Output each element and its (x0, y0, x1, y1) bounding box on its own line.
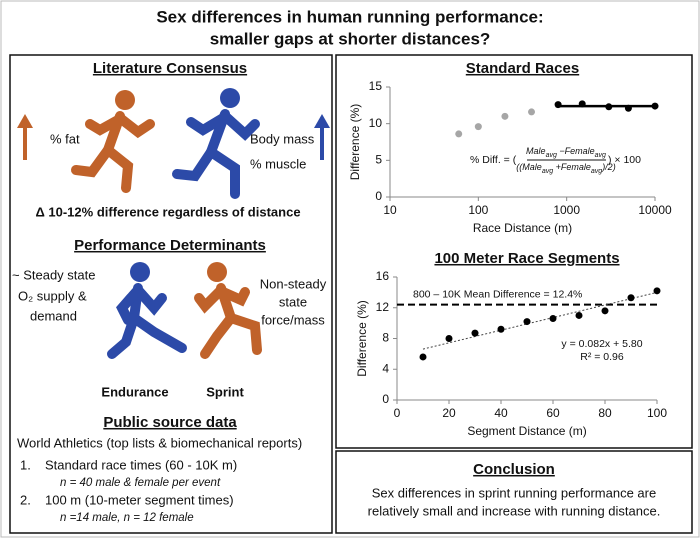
y-axis-label: Difference (%) (348, 104, 362, 180)
y-axis-label: Difference (%) (355, 300, 369, 376)
x-tick-label: 10 (383, 203, 397, 217)
chart-title: Standard Races (466, 60, 579, 77)
trend-r2: R² = 0.96 (580, 351, 624, 363)
point (651, 102, 659, 110)
muscle-arrow (314, 114, 330, 160)
list-note: n = 40 male & female per event (60, 477, 221, 489)
text: Sex differences in sprint running perfor… (372, 485, 656, 500)
formula-part: Male (526, 146, 546, 156)
formula-part: avg (546, 152, 557, 159)
list-number: 1. (20, 457, 31, 472)
runner-icon (194, 262, 262, 359)
reference-label: 800 – 10K Mean Difference = 12.4% (413, 288, 582, 300)
point (501, 112, 509, 120)
fat-arrow (17, 114, 33, 160)
list-note: n =14 male, n = 12 female (60, 512, 194, 524)
label: Non-steady (260, 276, 327, 291)
x-tick-label: 100 (468, 203, 488, 217)
y-tick-label: 16 (376, 269, 390, 283)
label: % muscle (250, 156, 306, 171)
text: relatively small and increase with runni… (368, 503, 661, 518)
x-tick-label: 40 (494, 406, 508, 420)
point (471, 329, 479, 337)
section-title: Conclusion (473, 461, 555, 478)
runner-icon (107, 262, 187, 359)
point (653, 287, 661, 295)
runner-icon (71, 90, 155, 193)
label: state (279, 294, 307, 309)
formula-part: avg (591, 168, 602, 175)
label: force/mass (261, 312, 325, 327)
point (523, 318, 531, 326)
formula-text: Maleavg −Femaleavg (526, 146, 606, 158)
x-tick-label: 0 (394, 406, 401, 420)
section-title: Public source data (103, 414, 237, 431)
y-tick-label: 0 (382, 392, 389, 406)
point (528, 108, 536, 116)
formula-part: )/2) (601, 162, 616, 172)
point (554, 101, 562, 109)
x-axis-label: Race Distance (m) (473, 221, 572, 235)
chart-title: 100 Meter Race Segments (434, 250, 619, 267)
text: World Athletics (top lists & biomechanic… (17, 435, 302, 450)
list-number: 2. (20, 492, 31, 507)
list-text: Standard race times (60 - 10K m) (45, 457, 237, 472)
y-tick-label: 10 (369, 116, 383, 130)
formula-part: +Female (553, 162, 591, 172)
y-tick-label: 8 (382, 331, 389, 345)
charts-panel (335, 54, 693, 449)
title-line: smaller gaps at shorter distances? (210, 29, 491, 48)
label: Sprint (206, 384, 244, 399)
point (549, 315, 557, 323)
conclusion-panel (335, 450, 693, 534)
label: demand (30, 308, 77, 323)
label: Endurance (101, 384, 168, 399)
point (624, 104, 632, 112)
x-tick-label: 80 (598, 406, 612, 420)
runner-icon (172, 88, 260, 199)
trend-equation: y = 0.082x + 5.80 (561, 338, 642, 350)
summary: Δ 10-12% difference regardless of distan… (35, 204, 300, 219)
point (497, 325, 505, 333)
y-tick-label: 12 (376, 300, 390, 314)
point (474, 123, 482, 131)
point (575, 311, 583, 319)
section-title: Literature Consensus (93, 60, 247, 77)
left-panel (9, 54, 333, 534)
section-title: Performance Determinants (74, 237, 266, 254)
label: O₂ supply & (18, 288, 87, 303)
x-tick-label: 100 (647, 406, 667, 420)
x-tick-label: 10000 (638, 203, 672, 217)
point (455, 130, 463, 138)
y-tick-label: 5 (375, 153, 382, 167)
x-tick-label: 20 (442, 406, 456, 420)
point (627, 294, 635, 302)
point (605, 103, 613, 111)
title-line: Sex differences in human running perform… (156, 7, 543, 26)
y-tick-label: 4 (382, 361, 389, 375)
formula-text: ((Maleavg +Femaleavg)/2) (516, 162, 615, 174)
label: Body mass (250, 131, 315, 146)
x-tick-label: 1000 (553, 203, 580, 217)
y-tick-label: 15 (369, 79, 383, 93)
y-tick-label: 0 (375, 189, 382, 203)
label: ~ Steady state (12, 267, 95, 282)
formula-part: avg (542, 168, 553, 175)
trendline (422, 291, 658, 350)
label: % fat (50, 131, 80, 146)
point (601, 307, 609, 315)
x-axis-label: Segment Distance (m) (467, 424, 586, 438)
formula-text: ) × 100 (608, 154, 641, 166)
point (419, 353, 427, 361)
point (578, 100, 586, 108)
formula-part: −Female (557, 146, 595, 156)
list-text: 100 m (10-meter segment times) (45, 492, 234, 507)
formula-text: % Diff. = ( (470, 154, 517, 166)
x-tick-label: 60 (546, 406, 560, 420)
formula-part: avg (595, 152, 606, 159)
point (445, 335, 453, 342)
formula-part: ((Male (516, 162, 542, 172)
